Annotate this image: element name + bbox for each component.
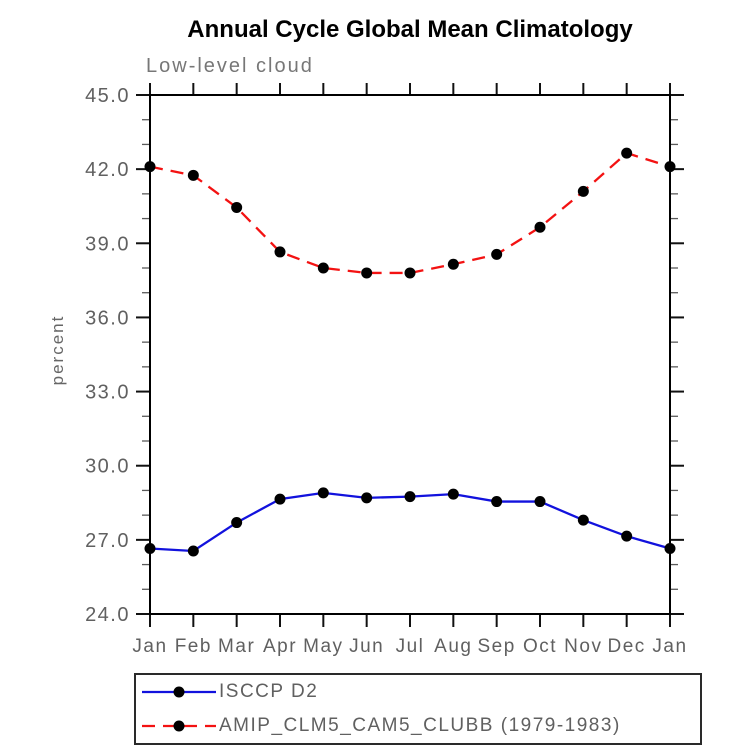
data-point-marker [534, 221, 546, 233]
plot-frame [149, 94, 671, 615]
x-tick-label: Mar [218, 636, 255, 657]
data-point-marker [274, 493, 286, 505]
y-tick-label: 24.0 [85, 604, 130, 626]
data-point-marker [621, 530, 633, 542]
y-tick-label: 33.0 [85, 382, 130, 404]
data-point-marker [317, 262, 329, 274]
x-tick-label: Jul [396, 636, 425, 657]
data-point-marker [621, 147, 633, 159]
data-point-marker [664, 161, 676, 173]
legend-marker-dot-icon [173, 720, 185, 732]
y-tick-label: 36.0 [85, 307, 130, 329]
data-point-marker [361, 267, 373, 279]
x-tick-label: Nov [564, 636, 602, 657]
data-point-marker [534, 496, 546, 508]
y-tick-label: 30.0 [85, 456, 130, 478]
data-point-marker [447, 258, 459, 270]
x-tick-label: Oct [523, 636, 557, 657]
x-tick-label: Aug [434, 636, 472, 657]
data-point-marker [187, 545, 199, 557]
data-point-marker [231, 517, 243, 529]
data-point-marker [231, 201, 243, 213]
y-tick-label: 27.0 [85, 530, 130, 552]
data-point-marker [144, 161, 156, 173]
data-point-marker [317, 487, 329, 499]
x-tick-label: May [303, 636, 343, 657]
data-point-marker [491, 248, 503, 260]
legend-dashed-line-icon [142, 720, 216, 732]
y-tick-label: 42.0 [85, 159, 130, 181]
x-tick-label: Apr [263, 636, 297, 657]
data-point-marker [274, 246, 286, 258]
data-point-marker [664, 543, 676, 555]
legend-item-amip: AMIP_CLM5_CAM5_CLUBB (1979-1983) [136, 710, 700, 742]
data-point-marker [577, 514, 589, 526]
data-point-marker [404, 267, 416, 279]
x-tick-label: Sep [478, 636, 516, 657]
data-point-marker [577, 185, 589, 197]
x-tick-label: Jan [652, 636, 687, 657]
chart-subtitle: Low-level cloud [146, 55, 314, 77]
x-tick-label: Jan [132, 636, 167, 657]
data-point-marker [447, 488, 459, 500]
y-tick-label: 45.0 [85, 85, 130, 107]
legend-marker-dot-icon [173, 686, 185, 698]
x-tick-label: Dec [608, 636, 646, 657]
data-point-marker [187, 169, 199, 181]
chart-title: Annual Cycle Global Mean Climatology [187, 16, 633, 43]
legend-label-isccp: ISCCP D2 [219, 681, 319, 703]
data-point-marker [491, 496, 503, 508]
x-tick-label: Jun [349, 636, 384, 657]
data-point-marker [361, 492, 373, 504]
legend-box: ISCCP D2 AMIP_CLM5_CAM5_CLUBB (1979-1983… [134, 673, 702, 745]
series-line-dashed [149, 151, 671, 275]
data-point-marker [144, 543, 156, 555]
data-point-marker [404, 491, 416, 503]
y-tick-label: 39.0 [85, 233, 130, 255]
legend-solid-line-icon [142, 686, 216, 698]
legend-item-isccp: ISCCP D2 [136, 676, 700, 708]
x-tick-label: Feb [175, 636, 212, 657]
legend-label-amip: AMIP_CLM5_CAM5_CLUBB (1979-1983) [219, 714, 621, 736]
